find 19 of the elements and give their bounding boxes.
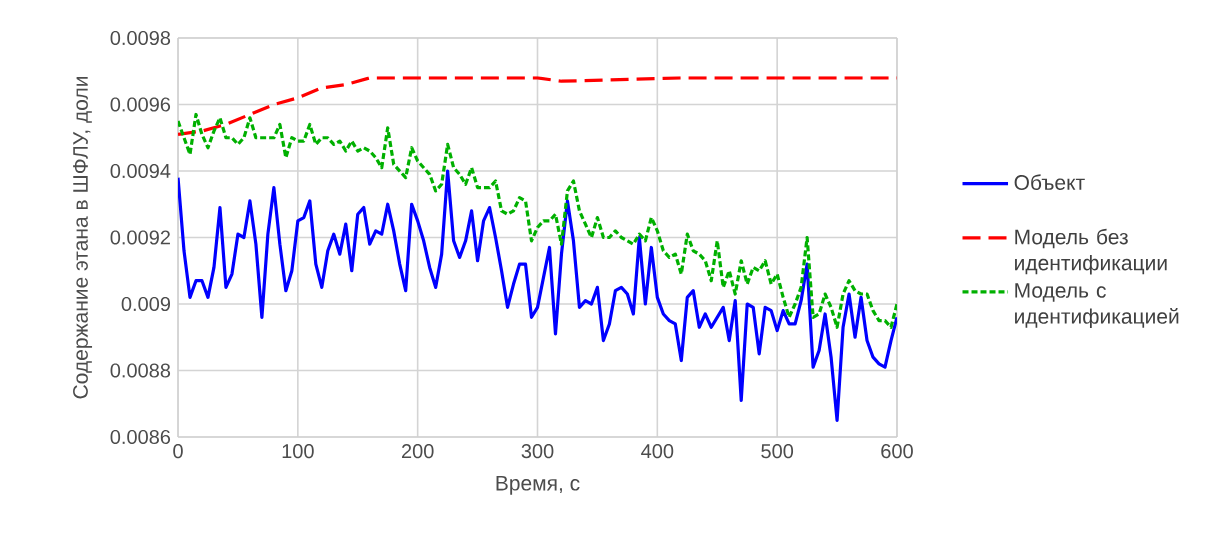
y-tick-label: 0.0092 [110, 230, 170, 245]
x-tick-label: 400 [641, 444, 674, 459]
x-tick-label: 600 [881, 444, 913, 459]
y-tick-label: 0.0088 [110, 363, 171, 378]
x-tick-label: 300 [521, 444, 554, 459]
y-tick-label: 0.0098 [110, 30, 171, 46]
x-axis-title: Время, с [496, 475, 580, 495]
x-tick-label: 100 [282, 444, 314, 459]
y-tick-label: 0.0096 [110, 97, 171, 112]
legend-label: Модель с идентификацией [1015, 283, 1179, 328]
x-tick-label: 500 [761, 444, 794, 459]
legend-label: Модель без идентификации [1015, 228, 1167, 275]
y-axis-title: Содержание этана в ШФЛУ, доли [73, 77, 93, 399]
y-tick-label: 0.0094 [110, 163, 171, 179]
legend-label: Объект [1014, 174, 1085, 190]
y-tick-label: 0.009 [121, 296, 171, 312]
x-tick-label: 0 [173, 444, 183, 459]
x-tick-label: 200 [401, 444, 434, 459]
y-tick-label: 0.0086 [110, 429, 171, 445]
